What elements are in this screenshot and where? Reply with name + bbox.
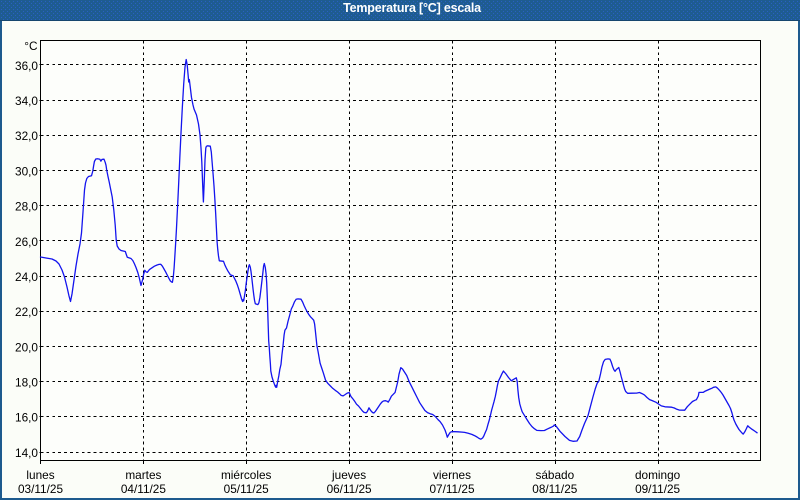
svg-text:03/11/25: 03/11/25: [18, 482, 63, 496]
svg-text:domingo: domingo: [635, 468, 681, 482]
svg-text:jueves: jueves: [331, 468, 366, 482]
svg-text:martes: martes: [125, 468, 161, 482]
svg-text:32,0: 32,0: [15, 129, 38, 143]
svg-text:viernes: viernes: [433, 468, 471, 482]
svg-text:24,0: 24,0: [15, 270, 38, 284]
svg-text:miércoles: miércoles: [221, 468, 272, 482]
svg-text:16,0: 16,0: [15, 411, 38, 425]
svg-text:36,0: 36,0: [15, 59, 38, 73]
svg-text:sábado: sábado: [535, 468, 574, 482]
svg-text:22,0: 22,0: [15, 305, 38, 319]
svg-text:lunes: lunes: [26, 468, 54, 482]
svg-text:18,0: 18,0: [15, 376, 38, 390]
svg-text:04/11/25: 04/11/25: [121, 482, 166, 496]
svg-text:07/11/25: 07/11/25: [429, 482, 474, 496]
svg-text:34,0: 34,0: [15, 94, 38, 108]
svg-text:14,0: 14,0: [15, 446, 38, 460]
svg-text:30,0: 30,0: [15, 164, 38, 178]
svg-text:05/11/25: 05/11/25: [224, 482, 269, 496]
svg-text:26,0: 26,0: [15, 235, 38, 249]
svg-text:06/11/25: 06/11/25: [327, 482, 372, 496]
svg-text:20,0: 20,0: [15, 340, 38, 354]
svg-text:09/11/25: 09/11/25: [635, 482, 680, 496]
svg-text:28,0: 28,0: [15, 200, 38, 214]
svg-text:08/11/25: 08/11/25: [532, 482, 577, 496]
svg-text:°C: °C: [24, 39, 38, 53]
